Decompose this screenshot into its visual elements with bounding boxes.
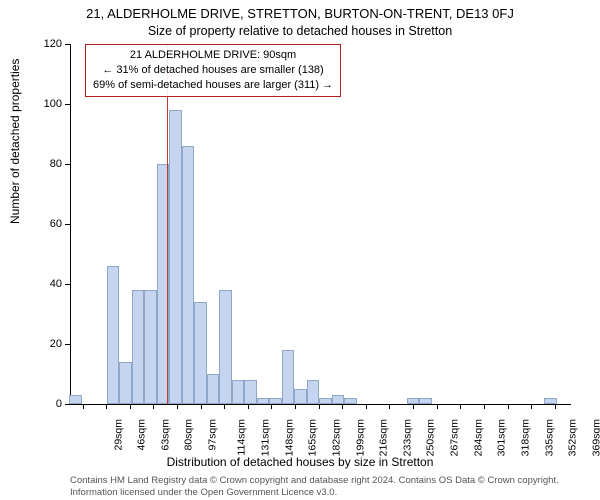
x-tick-mark: [508, 404, 509, 409]
x-tick-mark: [271, 404, 272, 409]
x-tick-mark: [484, 404, 485, 409]
y-tick-label: 120: [22, 38, 62, 50]
y-tick-label: 20: [22, 338, 62, 350]
histogram-bar: [319, 398, 332, 404]
chart-title: 21, ALDERHOLME DRIVE, STRETTON, BURTON-O…: [0, 6, 600, 21]
y-tick-label: 40: [22, 278, 62, 290]
annotation-box: 21 ALDERHOLME DRIVE: 90sqm ← 31% of deta…: [85, 44, 341, 97]
x-tick-label: 216sqm: [378, 419, 390, 456]
attribution-text: Contains HM Land Registry data © Crown c…: [70, 475, 570, 498]
y-tick-mark: [65, 344, 70, 345]
x-tick-label: 165sqm: [307, 419, 319, 456]
x-tick-label: 63sqm: [159, 419, 171, 451]
x-tick-mark: [319, 404, 320, 409]
x-tick-label: 114sqm: [235, 419, 247, 456]
histogram-bar: [219, 290, 232, 404]
x-tick-mark: [248, 404, 249, 409]
y-tick-mark: [65, 164, 70, 165]
y-tick-label: 60: [22, 218, 62, 230]
histogram-bar: [419, 398, 432, 404]
x-tick-mark: [224, 404, 225, 409]
x-tick-mark: [413, 404, 414, 409]
x-tick-mark: [130, 404, 131, 409]
y-tick-label: 80: [22, 158, 62, 170]
histogram-bar: [182, 146, 195, 404]
histogram-bar: [69, 395, 82, 404]
histogram-bar: [344, 398, 357, 404]
chart-container: 21, ALDERHOLME DRIVE, STRETTON, BURTON-O…: [0, 0, 600, 500]
annotation-line: 69% of semi-detached houses are larger (…: [93, 78, 333, 93]
x-tick-mark: [295, 404, 296, 409]
x-tick-label: 46sqm: [136, 419, 148, 451]
x-tick-label: 267sqm: [448, 419, 460, 456]
y-tick-label: 0: [22, 398, 62, 410]
histogram-bar: [257, 398, 270, 404]
histogram-bar: [307, 380, 320, 404]
x-tick-label: 284sqm: [472, 419, 484, 456]
annotation-line: 21 ALDERHOLME DRIVE: 90sqm: [93, 48, 333, 63]
x-tick-label: 131sqm: [260, 419, 272, 456]
x-tick-label: 233sqm: [401, 419, 413, 456]
x-tick-label: 369sqm: [590, 419, 600, 456]
chart-subtitle: Size of property relative to detached ho…: [0, 24, 600, 38]
x-tick-label: 199sqm: [354, 419, 366, 456]
histogram-bar: [232, 380, 245, 404]
histogram-bar: [294, 389, 307, 404]
histogram-bar: [332, 395, 345, 404]
x-tick-mark: [342, 404, 343, 409]
x-tick-label: 318sqm: [519, 419, 531, 456]
histogram-bar: [144, 290, 157, 404]
reference-line: [167, 44, 168, 404]
x-tick-mark: [366, 404, 367, 409]
x-tick-mark: [177, 404, 178, 409]
x-tick-mark: [201, 404, 202, 409]
histogram-bar: [107, 266, 120, 404]
x-axis-label: Distribution of detached houses by size …: [0, 455, 600, 469]
x-tick-label: 301sqm: [496, 419, 508, 456]
y-tick-mark: [65, 44, 70, 45]
x-tick-label: 29sqm: [112, 419, 124, 451]
x-tick-label: 352sqm: [566, 419, 578, 456]
x-tick-mark: [83, 404, 84, 409]
annotation-line: ← 31% of detached houses are smaller (13…: [93, 63, 333, 78]
x-tick-label: 182sqm: [330, 419, 342, 456]
x-tick-mark: [153, 404, 154, 409]
x-tick-mark: [460, 404, 461, 409]
x-tick-mark: [106, 404, 107, 409]
histogram-bar: [119, 362, 132, 404]
plot-area: 29sqm46sqm63sqm80sqm97sqm114sqm131sqm148…: [70, 44, 570, 404]
histogram-bar: [282, 350, 295, 404]
histogram-bar: [132, 290, 145, 404]
y-tick-mark: [65, 224, 70, 225]
y-tick-mark: [65, 404, 70, 405]
x-tick-label: 148sqm: [283, 419, 295, 456]
histogram-bar: [169, 110, 182, 404]
histogram-bar: [244, 380, 257, 404]
y-tick-mark: [65, 104, 70, 105]
x-tick-mark: [389, 404, 390, 409]
x-tick-label: 97sqm: [206, 419, 218, 451]
x-tick-mark: [437, 404, 438, 409]
y-axis-label: Number of detached properties: [8, 59, 22, 224]
x-tick-label: 335sqm: [543, 419, 555, 456]
histogram-bar: [207, 374, 220, 404]
x-tick-mark: [531, 404, 532, 409]
x-tick-label: 250sqm: [425, 419, 437, 456]
y-tick-mark: [65, 284, 70, 285]
y-tick-label: 100: [22, 98, 62, 110]
x-tick-label: 80sqm: [183, 419, 195, 451]
histogram-bar: [194, 302, 207, 404]
x-tick-mark: [555, 404, 556, 409]
